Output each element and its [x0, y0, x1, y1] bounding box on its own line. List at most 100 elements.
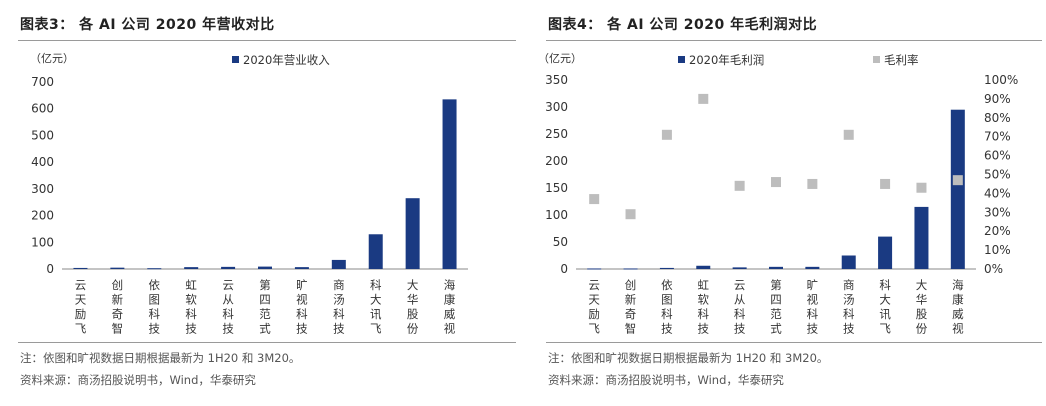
chart-note: 注：依图和旷视数据日期根据最新为 1H20 和 3M20。	[548, 351, 829, 365]
x-tick-label: 科大讯飞	[370, 278, 382, 336]
bar-4	[696, 265, 711, 269]
legend-swatch	[678, 56, 685, 63]
y2-tick-label: 50%	[984, 168, 1011, 182]
revenue-chart-panel: 图表3： 各 AI 公司 2020 年营收对比 （亿元） 0 100 200 300 40…	[0, 0, 520, 406]
x-tick-label: 大华股份	[407, 278, 419, 336]
bar-7	[294, 267, 309, 269]
x-tick-label: 虹软科技	[185, 278, 197, 336]
bar-2	[110, 267, 125, 269]
bar-8	[841, 255, 856, 269]
bar-3	[147, 268, 162, 270]
bar-1	[73, 267, 88, 269]
bar-3	[659, 267, 674, 269]
y-tick-label: 300	[545, 100, 568, 114]
y-tick-label: 100	[545, 208, 568, 222]
margin-point-10	[916, 182, 927, 193]
bar-8	[331, 259, 346, 269]
margin-point-5	[734, 180, 745, 191]
y-tick-label: 400	[31, 155, 54, 169]
bar-7	[805, 266, 820, 269]
x-tick-label: 依图科技	[149, 278, 161, 336]
x-tick-label: 云天励飞	[588, 278, 600, 336]
y-tick-label: 100	[31, 235, 54, 249]
bar-11	[442, 99, 457, 269]
x-tick-label: 云天励飞	[75, 278, 87, 336]
margin-point-2	[625, 209, 636, 220]
chart-source: 资料来源：商汤招股说明书，Wind，华泰研究	[20, 373, 256, 387]
bar-1	[587, 268, 602, 270]
legend-label: 2020年毛利润	[689, 53, 764, 67]
bar-11	[950, 109, 965, 269]
notes-divider	[18, 342, 516, 343]
y-tick-label: 700	[31, 75, 54, 89]
x-tick-label: 依图科技	[661, 278, 673, 336]
margin-point-11	[952, 175, 963, 186]
y-tick-label: 350	[545, 73, 568, 87]
y2-tick-label: 90%	[984, 92, 1011, 106]
bar-2	[623, 268, 638, 270]
bar-5	[732, 267, 747, 269]
chart-title: 图表3： 各 AI 公司 2020 年营收对比	[20, 17, 275, 33]
bar-10	[405, 198, 420, 269]
y2-tick-label: 0%	[984, 262, 1003, 276]
y2-tick-label: 10%	[984, 243, 1011, 257]
y-axis-unit: （亿元）	[30, 52, 74, 65]
chart-title: 图表4： 各 AI 公司 2020 年毛利润对比	[548, 17, 818, 33]
bar-9	[368, 234, 383, 269]
bar-6	[769, 266, 783, 269]
margin-point-7	[807, 178, 818, 189]
x-tick-label: 创新奇智	[112, 278, 124, 336]
title-divider	[18, 40, 516, 41]
x-tick-label: 云从科技	[734, 278, 746, 336]
margin-point-9	[880, 178, 891, 189]
y2-tick-label: 70%	[984, 130, 1011, 144]
legend-swatch	[873, 56, 880, 63]
margin-point-4	[698, 93, 709, 104]
y-tick-label: 500	[31, 128, 54, 142]
y-tick-label: 200	[545, 154, 568, 168]
y-tick-label: 0	[46, 262, 54, 276]
chart-source: 资料来源：商汤招股说明书，Wind，华泰研究	[548, 373, 784, 387]
x-tick-label: 第四范式	[259, 278, 271, 336]
gross-profit-chart: （亿元） 0 50 100 150 200 250 300 350 云天励飞 创新奇智 依图科技 虹软科…	[538, 52, 1018, 336]
x-tick-label: 虹软科技	[698, 278, 710, 336]
chart-note: 注：依图和旷视数据日期根据最新为 1H20 和 3M20。	[20, 351, 301, 365]
y-tick-label: 250	[545, 127, 568, 141]
y-axis-unit: （亿元）	[538, 52, 582, 65]
margin-point-8	[843, 129, 854, 140]
bar-5	[221, 266, 236, 269]
margin-point-3	[661, 129, 672, 140]
y-tick-label: 150	[545, 181, 568, 195]
bar-6	[258, 266, 272, 269]
x-tick-label: 商汤科技	[843, 278, 855, 336]
x-tick-label: 海康威视	[952, 278, 964, 336]
y2-tick-label: 100%	[984, 73, 1018, 87]
legend-label: 2020年营业收入	[243, 53, 330, 67]
revenue-chart: （亿元） 0 100 200 300 400 500 600 700 云天励飞 创新奇智 依图科技 虹软…	[30, 52, 468, 336]
legend-swatch	[232, 56, 239, 63]
y2-tick-label: 40%	[984, 186, 1011, 200]
y2-tick-label: 20%	[984, 224, 1011, 238]
y-tick-label: 50	[553, 235, 568, 249]
notes-divider	[546, 342, 1042, 343]
bar-4	[184, 267, 199, 269]
x-tick-label: 海康威视	[444, 278, 456, 336]
y2-tick-label: 30%	[984, 205, 1011, 219]
x-tick-label: 云从科技	[222, 278, 234, 336]
x-tick-label: 创新奇智	[625, 278, 637, 336]
legend-label: 毛利率	[884, 53, 919, 67]
gross-profit-chart-panel: 图表4： 各 AI 公司 2020 年毛利润对比 （亿元） 0 50 100 150 20…	[528, 0, 1046, 406]
bar-9	[878, 236, 893, 269]
x-tick-label: 科大讯飞	[879, 278, 891, 336]
y2-tick-label: 80%	[984, 111, 1011, 125]
bar-10	[914, 206, 929, 269]
y-tick-label: 0	[560, 262, 568, 276]
x-tick-label: 第四范式	[770, 278, 782, 336]
margin-point-1	[589, 194, 600, 205]
margin-point-6	[771, 177, 781, 188]
x-tick-label: 大华股份	[916, 278, 928, 336]
y-tick-label: 600	[31, 102, 54, 116]
title-divider	[546, 40, 1042, 41]
y-tick-label: 300	[31, 182, 54, 196]
y2-tick-label: 60%	[984, 149, 1011, 163]
